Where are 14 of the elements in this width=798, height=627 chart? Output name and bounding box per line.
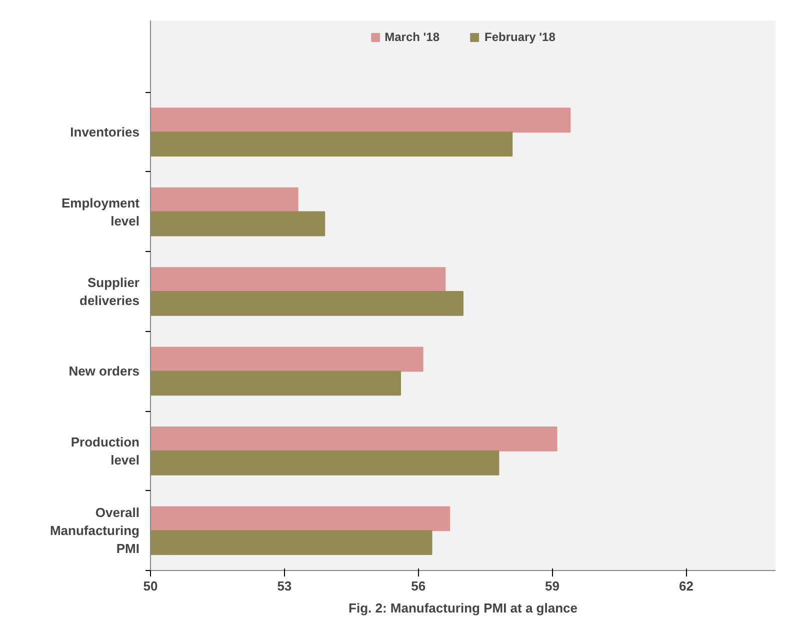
legend-label: February '18 [484, 30, 556, 44]
x-tick-label: 59 [545, 578, 560, 594]
y-tick-label: Employment level [61, 195, 140, 228]
text: Fig. 2: Manufacturing PMI at a glance [348, 600, 578, 616]
legend-label: March '18 [384, 30, 440, 44]
x-tick-label: 56 [411, 578, 426, 594]
y-tick-label: Supplier deliveries [80, 275, 140, 308]
y-tick-label: Inventories [70, 124, 140, 140]
x-tick-label: 50 [143, 578, 158, 594]
x-tick-label: 62 [678, 578, 694, 594]
y-tick-label: New orders [68, 364, 140, 379]
y-tick-label: Production level [70, 434, 140, 468]
x-tick-label: 53 [277, 578, 292, 594]
y-tick-label: Overall Manufacturing PMI [50, 505, 140, 556]
